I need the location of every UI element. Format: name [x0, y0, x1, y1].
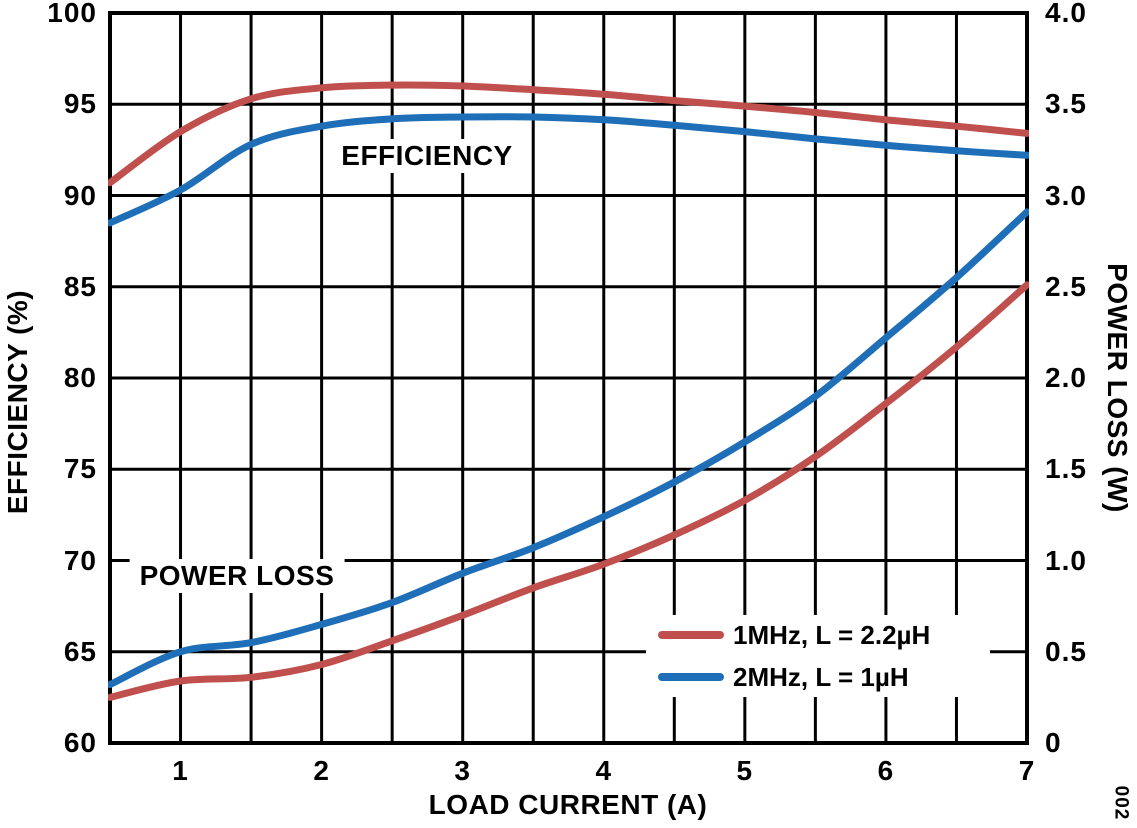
- power-loss-curves-label: POWER LOSS: [129, 559, 345, 593]
- efficiency-curves-label: EFFICIENCY: [331, 139, 523, 173]
- legend-label: 1MHz, L = 2.2µH: [733, 620, 931, 650]
- efficiency-curve-2mhz-l-1-h: [108, 113, 1029, 227]
- legend-line-swatch-red: [658, 631, 724, 639]
- legend-entry: 1MHz, L = 2.2µH: [658, 618, 990, 652]
- y-left-tick-label: 65: [63, 635, 97, 667]
- legend-line-swatch-blue: [658, 673, 724, 681]
- y-right-tick-label: 0: [1045, 727, 1062, 758]
- x-tick-label: 1: [172, 755, 189, 786]
- y-right-tick-label: 3.0: [1045, 179, 1087, 211]
- y-left-tick-label: 60: [63, 727, 97, 758]
- y-left-tick-label: 80: [63, 362, 97, 393]
- y-left-tick-label: 100: [47, 0, 97, 28]
- x-axis-title: LOAD CURRENT (A): [428, 789, 708, 820]
- y-left-tick-label: 70: [63, 544, 97, 576]
- y-right-tick-label: 4.0: [1045, 0, 1087, 28]
- y-right-tick-label: 1.5: [1045, 453, 1087, 485]
- figure-number: 002: [1110, 785, 1132, 821]
- y-left-tick-label: 75: [63, 453, 97, 485]
- x-tick-label: 4: [595, 755, 613, 786]
- power-loss-curve-1mhz-l-2-2-h: [108, 281, 1029, 701]
- left-axis-title: EFFICIENCY (%): [2, 289, 33, 515]
- x-tick-label: 2: [313, 755, 330, 786]
- y-right-tick-label: 1.0: [1045, 544, 1087, 576]
- power-loss-curve-2mhz-l-1-h: [108, 208, 1029, 689]
- x-tick-label: 3: [454, 755, 471, 786]
- y-left-tick-label: 95: [63, 88, 97, 120]
- x-tick-label: 7: [1018, 755, 1036, 786]
- x-tick-label: 5: [736, 755, 754, 786]
- efficiency-curve-1mhz-l-2-2-h: [108, 81, 1029, 187]
- legend: 1MHz, L = 2.2µH 2MHz, L = 1µH: [646, 615, 990, 697]
- right-axis-title: POWER LOSS (W): [1102, 263, 1133, 513]
- y-right-tick-label: 0.5: [1045, 635, 1087, 667]
- y-right-tick-label: 2.5: [1045, 270, 1087, 302]
- legend-entry: 2MHz, L = 1µH: [658, 660, 990, 694]
- legend-label: 2MHz, L = 1µH: [733, 662, 909, 692]
- plot-border: [108, 11, 1029, 745]
- y-left-tick-label: 85: [63, 270, 97, 302]
- y-left-tick-label: 90: [63, 179, 97, 211]
- x-tick-label: 6: [877, 755, 895, 786]
- y-right-tick-label: 3.5: [1045, 88, 1087, 120]
- y-right-tick-label: 2.0: [1045, 362, 1087, 393]
